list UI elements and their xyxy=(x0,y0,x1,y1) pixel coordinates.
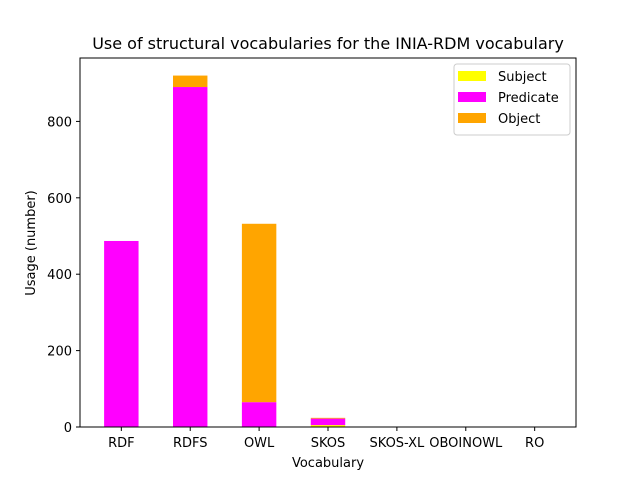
bar-object-owl xyxy=(241,223,277,403)
bar-predicate-owl xyxy=(241,402,277,427)
y-tick-label: 600 xyxy=(47,192,72,207)
x-ticks: RDF RDFS OWL SKOS SKOS-XL OBOINOWL RO xyxy=(108,427,544,451)
x-tick-label: OBOINOWL xyxy=(429,436,503,451)
y-ticks: 0 200 400 600 800 xyxy=(47,115,80,436)
x-tick-label: OWL xyxy=(244,436,275,451)
x-tick-label: RO xyxy=(525,436,544,451)
legend-label-object: Object xyxy=(498,112,540,127)
legend-swatch-subject xyxy=(458,71,486,81)
chart-title: Use of structural vocabularies for the I… xyxy=(92,34,564,53)
bar-predicate-rdf xyxy=(104,240,139,427)
bar-subject-skos xyxy=(310,425,346,427)
bar-object-skos xyxy=(310,417,346,419)
y-tick-label: 400 xyxy=(47,268,72,283)
legend-swatch-object xyxy=(458,113,486,123)
x-tick-label: SKOS xyxy=(311,436,346,451)
y-axis-label: Usage (number) xyxy=(24,190,39,296)
legend-label-subject: Subject xyxy=(498,70,547,85)
bars xyxy=(104,75,346,427)
legend-swatch-predicate xyxy=(458,92,486,102)
x-tick-label: SKOS-XL xyxy=(370,436,425,451)
bar-predicate-skos xyxy=(310,418,346,426)
x-axis-label: Vocabulary xyxy=(292,456,364,471)
bar-predicate-rdfs xyxy=(173,87,208,427)
legend: Subject Predicate Object xyxy=(453,63,571,136)
bar-object-rdfs xyxy=(173,75,208,88)
y-tick-label: 800 xyxy=(47,115,72,130)
x-tick-label: RDF xyxy=(108,436,135,451)
x-tick-label: RDFS xyxy=(173,436,208,451)
y-tick-label: 0 xyxy=(64,421,72,436)
legend-label-predicate: Predicate xyxy=(498,91,559,106)
plot-frame xyxy=(79,57,577,428)
y-tick-label: 200 xyxy=(47,345,72,360)
